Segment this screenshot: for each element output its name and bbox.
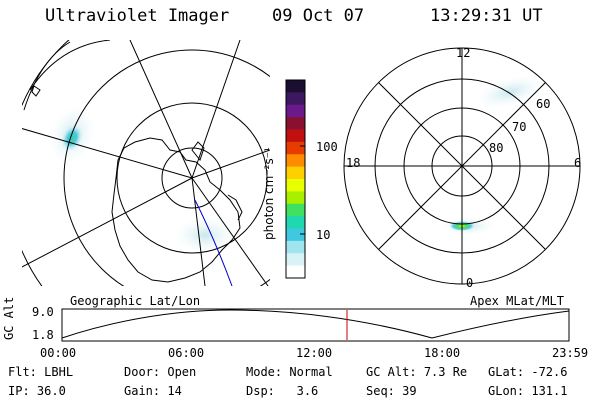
colorbar-unit-label: photon cm⁻²s⁻¹ [262,147,276,240]
colorbar-stripe [286,104,305,118]
colorbar [285,79,306,279]
door-info: Door: Open [124,365,197,379]
colorbar-stripe [286,203,305,217]
mlt-label-0: 0 [466,276,474,290]
observation-date: 09 Oct 07 [272,6,365,26]
timeline-xtick-2359: 23:59 [552,346,589,360]
mlt-label-18: 18 [346,156,361,170]
filter-info: Flt: LBHL [8,365,74,379]
colorbar-stripe [286,228,305,242]
colorbar-stripe [286,154,305,168]
geo-longitude-info: GLon: 131.1 [488,384,568,398]
gc-altitude-info: GC Alt: 7.3 Re [366,365,468,379]
mlat-label-70: 70 [512,120,527,134]
colorbar-stripe [286,141,305,155]
dsp-info: Dsp: 3.6 [246,384,319,398]
ip-info: IP: 36.0 [8,384,66,398]
mlat-label-60: 60 [536,97,551,111]
sequence-info: Seq: 39 [366,384,417,398]
geo-latitude-info: GLat: -72.6 [488,365,568,379]
colorbar-stripe [286,240,305,254]
timeline-ytick-top: 9.0 [32,305,54,319]
timeline-xtick-0000: 00:00 [40,346,77,360]
observation-time: 13:29:31 UT [430,6,543,26]
colorbar-stripe [286,129,305,143]
colorbar-stripe [286,117,305,130]
left-map-caption: Geographic Lat/Lon [70,294,201,308]
colorbar-stripe [286,265,305,279]
timeline-xtick-1800: 18:00 [424,346,461,360]
timeline-xtick-0600: 06:00 [168,346,205,360]
timeline-xtick-1200: 12:00 [296,346,333,360]
gain-info: Gain: 14 [124,384,182,398]
timeline-ytick-bottom: 1.8 [32,328,54,342]
mode-info: Mode: Normal [246,365,333,379]
colorbar-stripe [286,179,305,192]
right-map-caption: Apex MLat/MLT [470,294,564,308]
mlt-label-12: 12 [456,46,471,60]
mlat-label-80: 80 [489,141,504,155]
timeline-ylabel: GC Alt [2,296,16,340]
colorbar-frame [285,79,306,279]
colorbar-stripe [286,92,305,106]
colorbar-stripe [286,80,305,93]
instrument-title: Ultraviolet Imager [45,6,230,26]
orbit-altitude-plot [61,308,570,342]
colorbar-stripe [286,166,305,180]
geographic-map [22,40,270,286]
magnetic-polar-map [343,47,581,285]
colorbar-stripe [286,191,305,205]
colorbar-tick-100: 100 [316,140,338,154]
colorbar-tick-10: 10 [316,228,331,242]
mlt-label-6: 6 [574,156,582,170]
timeline-frame [61,308,570,342]
colorbar-stripe [286,253,305,267]
colorbar-stripe [286,216,305,229]
